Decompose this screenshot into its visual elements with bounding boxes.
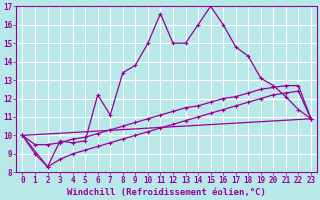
X-axis label: Windchill (Refroidissement éolien,°C): Windchill (Refroidissement éolien,°C) [67, 188, 266, 197]
